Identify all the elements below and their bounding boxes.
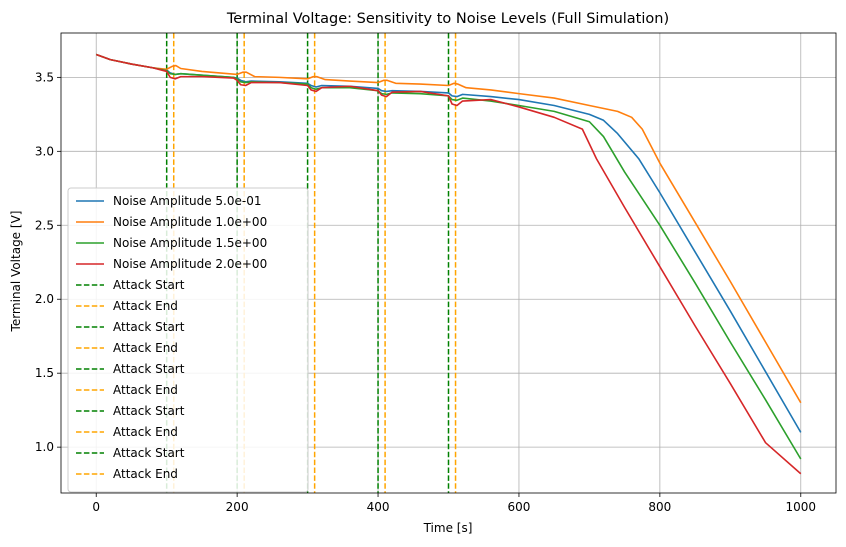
series-line-4 — [95, 53, 802, 475]
y-tick-label: 3.5 — [35, 70, 54, 84]
y-tick-label: 2.0 — [35, 292, 54, 306]
legend: Noise Amplitude 5.0e-01 Noise Amplitude 1… — [67, 187, 309, 493]
legend-label: Attack End — [113, 425, 178, 439]
legend-label: Noise Amplitude 1.5e+00 — [113, 236, 267, 250]
x-tick-label: 0 — [92, 500, 100, 514]
legend-label: Attack Start — [113, 404, 185, 418]
legend-label: Attack End — [113, 467, 178, 481]
chart-title: Terminal Voltage: Sensitivity to Noise L… — [226, 11, 669, 27]
x-tick-label: 400 — [367, 500, 390, 514]
y-axis-label: Terminal Voltage [V] — [9, 211, 23, 333]
legend-label: Attack Start — [113, 446, 185, 460]
plot-frame — [60, 32, 837, 494]
y-tick-label: 3.0 — [35, 144, 54, 158]
x-tick-label: 800 — [648, 500, 671, 514]
legend-label: Attack Start — [113, 278, 185, 292]
x-axis-label: Time [s] — [423, 521, 473, 535]
y-tick-label: 2.5 — [35, 218, 54, 232]
series-line-2 — [95, 53, 802, 404]
legend-label: Attack End — [113, 341, 178, 355]
legend-label: Noise Amplitude 2.0e+00 — [113, 257, 267, 271]
x-tick-label: 200 — [226, 500, 249, 514]
legend-label: Attack End — [113, 299, 178, 313]
legend-box — [67, 187, 309, 493]
legend-label: Attack Start — [113, 362, 185, 376]
legend-label: Noise Amplitude 5.0e-01 — [113, 194, 261, 208]
legend-label: Noise Amplitude 1.0e+00 — [113, 215, 267, 229]
x-tick-label: 600 — [508, 500, 531, 514]
legend-label: Attack Start — [113, 320, 185, 334]
legend-label: Attack End — [113, 383, 178, 397]
x-tick-label: 1000 — [785, 500, 816, 514]
y-tick-label: 1.0 — [35, 440, 54, 454]
y-tick-label: 1.5 — [35, 366, 54, 380]
axis-ticks: 0 200 400 600 800 1000 1.0 1.5 2.0 2.5 3.0 3.5 — [35, 70, 816, 514]
series-lines — [95, 53, 802, 475]
